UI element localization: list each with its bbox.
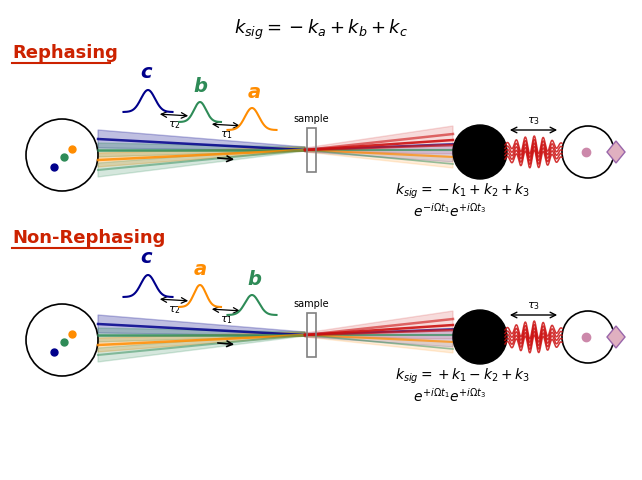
Text: $k_{sig} =  +k_1 - k_2 + k_3$: $k_{sig} = +k_1 - k_2 + k_3$ [395, 367, 530, 386]
Text: Rephasing: Rephasing [12, 44, 118, 62]
Text: $\tau_1$: $\tau_1$ [220, 129, 232, 141]
Text: $e^{+i\Omega t_1}e^{+i\Omega t_3}$: $e^{+i\Omega t_1}e^{+i\Omega t_3}$ [413, 387, 486, 405]
Text: sample: sample [293, 114, 329, 124]
Text: $\tau_3$: $\tau_3$ [527, 115, 540, 127]
Polygon shape [98, 147, 305, 177]
Text: b: b [193, 77, 207, 96]
Text: $e^{-i\Omega t_1}e^{+i\Omega t_3}$: $e^{-i\Omega t_1}e^{+i\Omega t_3}$ [413, 202, 486, 220]
Text: Non-Rephasing: Non-Rephasing [12, 229, 166, 247]
Text: $\tau_2$: $\tau_2$ [168, 304, 180, 316]
Text: sample: sample [293, 299, 329, 309]
Polygon shape [305, 331, 453, 347]
Polygon shape [607, 326, 625, 348]
Text: $\tau_2$: $\tau_2$ [168, 119, 180, 131]
Polygon shape [98, 332, 305, 362]
Polygon shape [305, 333, 453, 353]
Text: $k_{sig} = -k_a + k_b + k_c$: $k_{sig} = -k_a + k_b + k_c$ [234, 18, 408, 42]
Text: $\tau_1$: $\tau_1$ [220, 314, 232, 326]
Polygon shape [98, 315, 305, 336]
Polygon shape [98, 147, 305, 167]
Polygon shape [305, 126, 453, 154]
Polygon shape [607, 141, 625, 163]
Text: $k_{sig} =  -k_1 + k_2 + k_3$: $k_{sig} = -k_1 + k_2 + k_3$ [395, 182, 530, 201]
Polygon shape [305, 146, 453, 162]
Text: $\tau_3$: $\tau_3$ [527, 300, 540, 312]
Text: a: a [193, 260, 207, 279]
Polygon shape [98, 130, 305, 151]
Text: b: b [247, 270, 261, 289]
Polygon shape [98, 328, 305, 342]
Polygon shape [98, 332, 305, 352]
Circle shape [453, 310, 507, 364]
Text: a: a [247, 83, 261, 102]
Polygon shape [305, 311, 453, 339]
Text: c: c [140, 63, 152, 82]
Text: c: c [140, 248, 152, 267]
Circle shape [453, 125, 507, 179]
Polygon shape [98, 143, 305, 157]
Polygon shape [305, 148, 453, 168]
